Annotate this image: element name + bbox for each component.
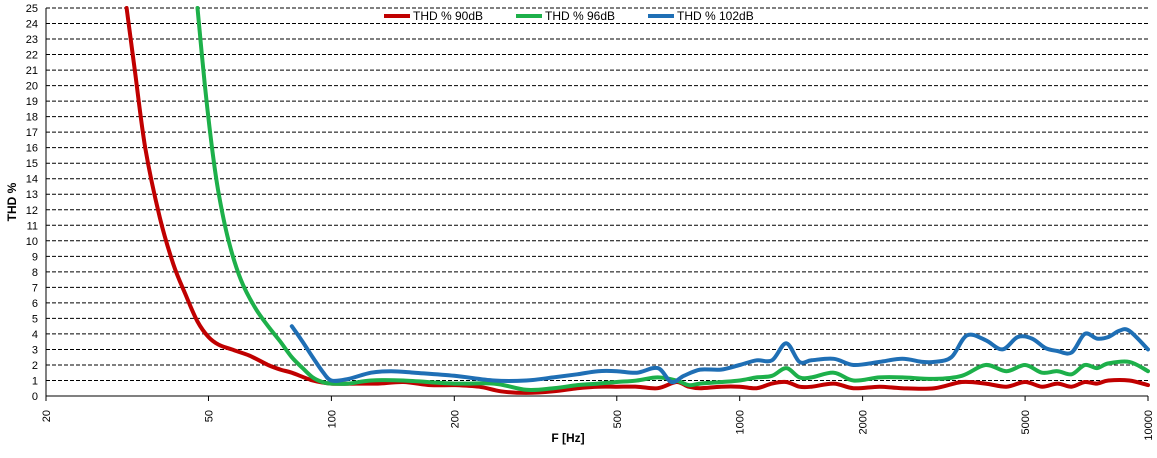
- y-tick-label: 9: [32, 251, 38, 263]
- series-line-1: [124, 6, 1150, 395]
- y-tick-label: 1: [32, 375, 38, 387]
- y-tick-label: 2: [32, 360, 38, 372]
- x-tick-label: 500: [612, 410, 624, 428]
- y-tick-label: 7: [32, 282, 38, 294]
- y-tick-label: 22: [26, 50, 38, 62]
- y-tick-label: 4: [32, 329, 38, 341]
- y-tick-label: 18: [26, 112, 38, 124]
- series-line-2: [195, 6, 1150, 392]
- legend-label: THD % 102dB: [677, 9, 754, 23]
- y-axis-title: THD %: [5, 182, 19, 221]
- y-tick-label: 16: [26, 143, 38, 155]
- legend: THD % 90dB THD % 96dB THD % 102dB: [384, 9, 754, 23]
- x-tick-label: 20: [41, 410, 53, 422]
- x-tick-label: 1000: [735, 410, 747, 434]
- x-tick-label: 50: [203, 410, 215, 422]
- x-tick-label: 200: [449, 410, 461, 428]
- y-tick-label: 6: [32, 298, 38, 310]
- y-tick-label: 17: [26, 127, 38, 139]
- x-tick-label: 2000: [858, 410, 870, 434]
- y-tick-label: 24: [26, 19, 38, 31]
- y-tick-label: 23: [26, 34, 38, 46]
- y-tick-label: 0: [32, 391, 38, 403]
- series-lines: [124, 6, 1150, 395]
- y-tick-label: 13: [26, 189, 38, 201]
- legend-label: THD % 90dB: [413, 9, 483, 23]
- y-tick-label: 5: [32, 313, 38, 325]
- series-line-3: [289, 324, 1150, 385]
- x-tick-label: 100: [326, 410, 338, 428]
- y-tick-labels: 0123456789101112131415161718192021222324…: [26, 3, 38, 403]
- x-axis-title: F [Hz]: [551, 431, 584, 445]
- y-tick-label: 10: [26, 236, 38, 248]
- y-tick-label: 12: [26, 205, 38, 217]
- y-tick-label: 8: [32, 267, 38, 279]
- y-tick-label: 3: [32, 344, 38, 356]
- y-tick-label: 25: [26, 3, 38, 15]
- plot-area: [45, 8, 1148, 397]
- y-tick-label: 20: [26, 81, 38, 93]
- legend-label: THD % 96dB: [545, 9, 615, 23]
- y-tick-label: 19: [26, 96, 38, 108]
- y-tick-label: 14: [26, 174, 38, 186]
- x-tick-labels: 20 50 100 200 500 1000 2000 5000 10000: [41, 396, 1155, 441]
- y-tick-label: 21: [26, 65, 38, 77]
- x-tick-label: 10000: [1143, 410, 1155, 441]
- y-tick-label: 15: [26, 158, 38, 170]
- x-tick-label: 5000: [1020, 410, 1032, 434]
- y-tick-label: 11: [27, 220, 38, 232]
- grid-lines: [46, 7, 1148, 381]
